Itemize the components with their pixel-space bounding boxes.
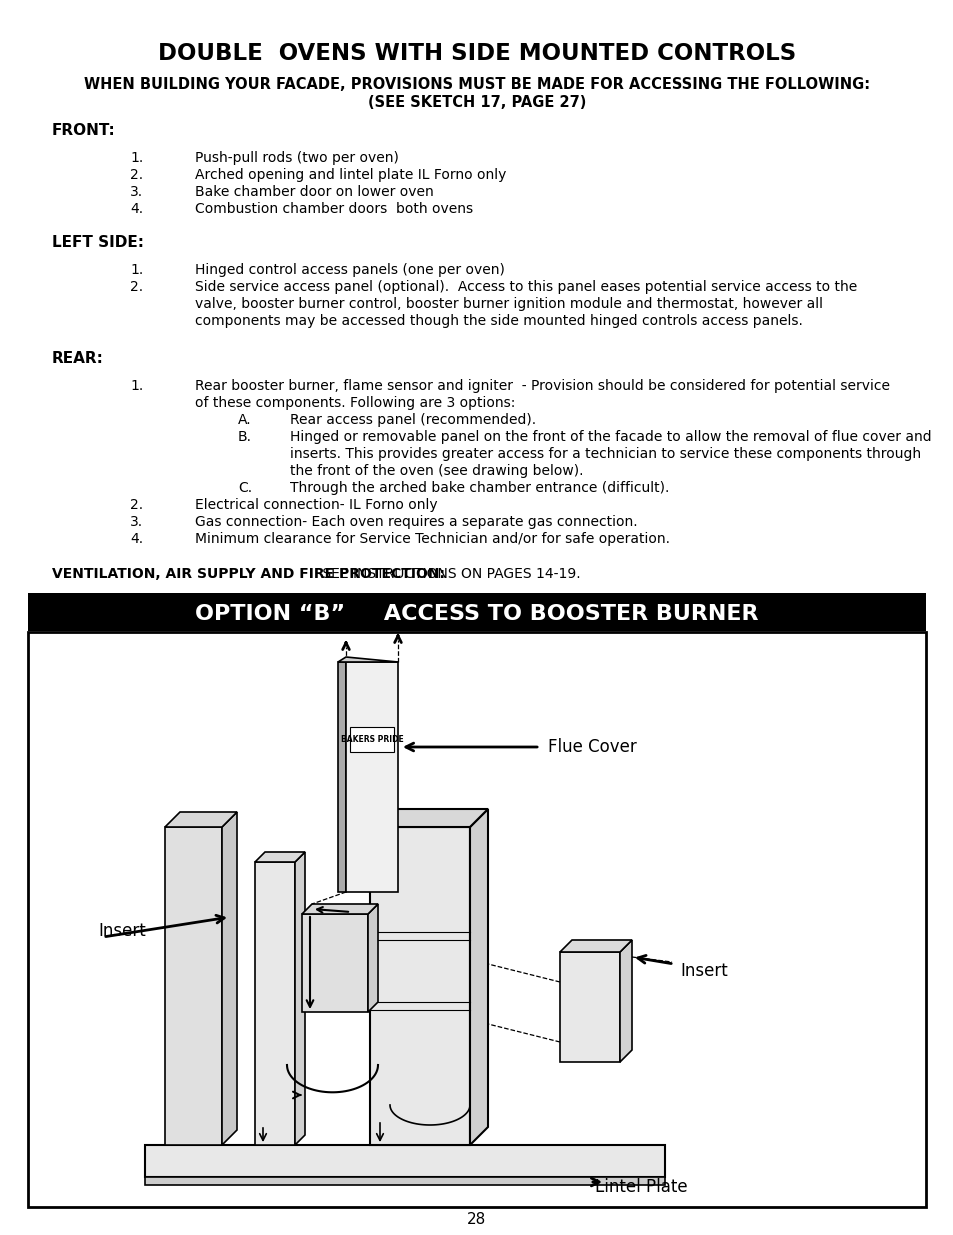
Text: Hinged or removable panel on the front of the facade to allow the removal of flu: Hinged or removable panel on the front o… — [290, 430, 931, 445]
Text: Lintel Plate: Lintel Plate — [595, 1178, 687, 1195]
Text: 4.: 4. — [130, 532, 143, 546]
Text: inserts. This provides greater access for a technician to service these componen: inserts. This provides greater access fo… — [290, 447, 921, 461]
Text: Insert: Insert — [98, 923, 146, 940]
Polygon shape — [370, 827, 470, 1145]
Polygon shape — [350, 727, 394, 752]
Polygon shape — [165, 827, 222, 1145]
Text: LEFT SIDE:: LEFT SIDE: — [52, 235, 144, 249]
Text: (SEE SKETCH 17, PAGE 27): (SEE SKETCH 17, PAGE 27) — [368, 95, 585, 110]
Polygon shape — [222, 811, 236, 1145]
Polygon shape — [254, 852, 305, 862]
Text: DOUBLE  OVENS WITH SIDE MOUNTED CONTROLS: DOUBLE OVENS WITH SIDE MOUNTED CONTROLS — [157, 42, 796, 65]
Text: Insert: Insert — [679, 962, 727, 981]
Text: 28: 28 — [467, 1213, 486, 1228]
Polygon shape — [337, 662, 346, 892]
Text: 3.: 3. — [130, 515, 143, 529]
Text: components may be accessed though the side mounted hinged controls access panels: components may be accessed though the si… — [194, 314, 802, 329]
Text: of these components. Following are 3 options:: of these components. Following are 3 opt… — [194, 396, 515, 410]
Text: SEE INSTRUCTIONS ON PAGES 14-19.: SEE INSTRUCTIONS ON PAGES 14-19. — [318, 567, 580, 580]
Text: B.: B. — [237, 430, 252, 445]
Bar — [28, 593, 925, 631]
Polygon shape — [619, 940, 631, 1062]
Text: FRONT:: FRONT: — [52, 124, 115, 138]
Text: valve, booster burner control, booster burner ignition module and thermostat, ho: valve, booster burner control, booster b… — [194, 296, 822, 311]
Text: VENTILATION, AIR SUPPLY AND FIRE PROTECTION:: VENTILATION, AIR SUPPLY AND FIRE PROTECT… — [52, 567, 444, 580]
Text: Combustion chamber doors  both ovens: Combustion chamber doors both ovens — [194, 203, 473, 216]
Text: Minimum clearance for Service Technician and/or for safe operation.: Minimum clearance for Service Technician… — [194, 532, 669, 546]
Polygon shape — [302, 914, 368, 1011]
Text: Rear access panel (recommended).: Rear access panel (recommended). — [290, 412, 536, 427]
Polygon shape — [470, 809, 488, 1145]
Text: Through the arched bake chamber entrance (difficult).: Through the arched bake chamber entrance… — [290, 480, 669, 495]
Text: Rear booster burner, flame sensor and igniter  - Provision should be considered : Rear booster burner, flame sensor and ig… — [194, 379, 889, 393]
Polygon shape — [368, 904, 377, 1011]
Text: the front of the oven (see drawing below).: the front of the oven (see drawing below… — [290, 464, 583, 478]
Text: Hinged control access panels (one per oven): Hinged control access panels (one per ov… — [194, 263, 504, 277]
Polygon shape — [165, 811, 236, 827]
Polygon shape — [145, 1177, 664, 1186]
Polygon shape — [337, 657, 397, 662]
Polygon shape — [370, 809, 488, 827]
Text: OPTION “B”     ACCESS TO BOOSTER BURNER: OPTION “B” ACCESS TO BOOSTER BURNER — [195, 604, 758, 624]
Text: Bake chamber door on lower oven: Bake chamber door on lower oven — [194, 185, 434, 199]
Bar — [28, 632, 925, 1207]
Polygon shape — [302, 904, 377, 914]
Text: C.: C. — [237, 480, 252, 495]
Text: 2.: 2. — [130, 498, 143, 513]
Text: BAKERS PRIDE: BAKERS PRIDE — [340, 735, 403, 743]
Polygon shape — [294, 852, 305, 1145]
Text: 2.: 2. — [130, 280, 143, 294]
Polygon shape — [559, 940, 631, 952]
Text: REAR:: REAR: — [52, 351, 104, 366]
Text: Push-pull rods (two per oven): Push-pull rods (two per oven) — [194, 151, 398, 165]
Text: 1.: 1. — [130, 263, 143, 277]
Text: A.: A. — [237, 412, 252, 427]
Text: Side service access panel (optional).  Access to this panel eases potential serv: Side service access panel (optional). Ac… — [194, 280, 857, 294]
Text: 1.: 1. — [130, 379, 143, 393]
Text: Flue Cover: Flue Cover — [547, 739, 636, 756]
Text: 1.: 1. — [130, 151, 143, 165]
Text: WHEN BUILDING YOUR FACADE, PROVISIONS MUST BE MADE FOR ACCESSING THE FOLLOWING:: WHEN BUILDING YOUR FACADE, PROVISIONS MU… — [84, 77, 869, 91]
Text: 4.: 4. — [130, 203, 143, 216]
Polygon shape — [145, 1145, 664, 1177]
Polygon shape — [346, 662, 397, 892]
Text: Gas connection- Each oven requires a separate gas connection.: Gas connection- Each oven requires a sep… — [194, 515, 637, 529]
Text: 2.: 2. — [130, 168, 143, 182]
Text: Arched opening and lintel plate IL Forno only: Arched opening and lintel plate IL Forno… — [194, 168, 506, 182]
Text: 3.: 3. — [130, 185, 143, 199]
Text: Electrical connection- IL Forno only: Electrical connection- IL Forno only — [194, 498, 437, 513]
Polygon shape — [254, 862, 294, 1145]
Polygon shape — [559, 952, 619, 1062]
